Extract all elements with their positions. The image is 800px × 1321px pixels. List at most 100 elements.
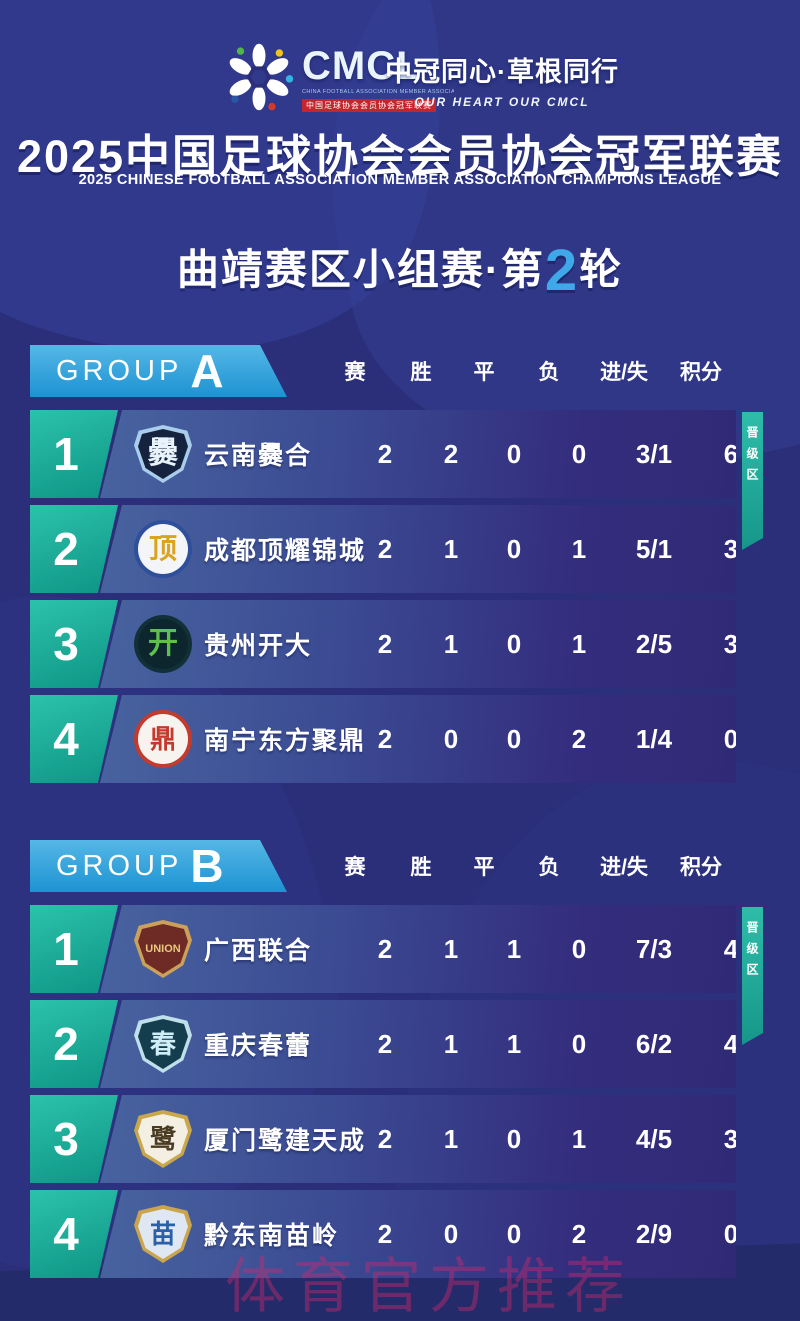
row-body: 开 贵州开大 2 1 0 1 2/5 3 bbox=[100, 600, 736, 688]
group-label: GROUP bbox=[56, 849, 183, 882]
page-title-en: 2025 CHINESE FOOTBALL ASSOCIATION MEMBER… bbox=[78, 172, 722, 188]
stat-won: 1 bbox=[443, 1123, 459, 1154]
stat-won: 0 bbox=[443, 1218, 459, 1249]
row-stats: 2 0 0 2 2/9 0 bbox=[350, 1190, 739, 1278]
row-stats: 2 1 1 0 7/3 4 bbox=[350, 905, 739, 993]
stat-goals: 6/2 bbox=[635, 1028, 673, 1059]
stat-played: 2 bbox=[377, 1218, 393, 1249]
stat-goals: 3/1 bbox=[635, 438, 673, 469]
table-row: 2 顶 成都顶耀锦城 2 1 0 1 5/1 3 bbox=[30, 505, 742, 593]
stat-won: 1 bbox=[443, 628, 459, 659]
rank-number: 2 bbox=[53, 1018, 79, 1070]
stat-points: 3 bbox=[723, 1123, 739, 1154]
table-row: 1 爨 云南爨合 2 2 0 0 3/1 6 bbox=[30, 410, 742, 498]
rank-number: 3 bbox=[53, 618, 79, 670]
stat-played: 2 bbox=[377, 933, 393, 964]
stat-goals: 1/4 bbox=[635, 723, 673, 754]
group-a-banner: GROUP A bbox=[30, 345, 287, 397]
table-row: 3 鹭 厦门鹭建天成 2 1 0 1 4/5 3 bbox=[30, 1095, 742, 1183]
group-b-section: GROUP B 赛 胜 平 负 进/失 积分 1 UNION 广西联合 2 1 … bbox=[0, 840, 800, 1300]
stat-goals: 2/5 bbox=[635, 628, 673, 659]
stat-won: 0 bbox=[443, 723, 459, 754]
row-stats: 2 2 0 0 3/1 6 bbox=[350, 410, 736, 498]
rank-number: 1 bbox=[53, 428, 79, 480]
team-crest-icon: 鼎 bbox=[134, 710, 192, 768]
stat-goals: 5/1 bbox=[635, 533, 673, 564]
team-crest-icon: 苗 bbox=[134, 1205, 192, 1263]
group-letter: B bbox=[190, 840, 224, 892]
stat-points: 0 bbox=[723, 1218, 739, 1249]
team-name: 成都顶耀锦城 bbox=[204, 537, 367, 565]
table-row: 4 鼎 南宁东方聚鼎 2 0 0 2 1/4 0 bbox=[30, 695, 742, 783]
rank-number: 4 bbox=[53, 1208, 79, 1260]
group-letter: A bbox=[190, 345, 224, 397]
watermark-text: 体育官方推荐 bbox=[225, 1254, 633, 1320]
team-name: 南宁东方聚鼎 bbox=[204, 727, 367, 755]
team-name: 广西联合 bbox=[204, 937, 313, 965]
row-body: 爨 云南爨合 2 2 0 0 3/1 6 bbox=[100, 410, 736, 498]
stat-drawn: 0 bbox=[506, 723, 522, 754]
col-goals: 进/失 bbox=[600, 856, 648, 879]
stat-played: 2 bbox=[377, 723, 393, 754]
stat-lost: 0 bbox=[571, 438, 587, 469]
stat-played: 2 bbox=[377, 438, 393, 469]
round-title: 曲靖赛区小组赛·第2轮 bbox=[0, 236, 800, 304]
table-row: 4 苗 黔东南苗岭 2 0 0 2 2/9 0 bbox=[30, 1190, 742, 1278]
row-stats: 2 1 0 1 4/5 3 bbox=[350, 1095, 739, 1183]
stat-drawn: 0 bbox=[506, 1218, 522, 1249]
col-played: 赛 bbox=[344, 856, 366, 879]
col-drawn: 平 bbox=[473, 856, 495, 879]
stat-played: 2 bbox=[377, 1028, 393, 1059]
rank-number: 4 bbox=[53, 713, 79, 765]
stat-goals: 4/5 bbox=[635, 1123, 673, 1154]
team-name: 黔东南苗岭 bbox=[204, 1222, 340, 1250]
team-crest-icon: 开 bbox=[134, 615, 192, 673]
rank-number: 1 bbox=[53, 923, 79, 975]
stats-column-headers: 赛 胜 平 负 进/失 积分 bbox=[320, 358, 736, 384]
stat-points: 4 bbox=[723, 1028, 739, 1059]
row-body: UNION 广西联合 2 1 1 0 7/3 4 bbox=[100, 905, 736, 993]
stat-played: 2 bbox=[377, 533, 393, 564]
col-points: 积分 bbox=[680, 856, 722, 879]
promotion-zone-label: 晋级区 bbox=[745, 426, 759, 489]
table-row: 3 开 贵州开大 2 1 0 1 2/5 3 bbox=[30, 600, 742, 688]
col-lost: 负 bbox=[538, 361, 560, 384]
stat-lost: 0 bbox=[571, 1028, 587, 1059]
stat-played: 2 bbox=[377, 1123, 393, 1154]
stat-won: 1 bbox=[443, 1028, 459, 1059]
cmcl-wordmark-block: CMCL CHINA FOOTBALL ASSOCIATION MEMBER A… bbox=[302, 46, 462, 113]
row-body: 苗 黔东南苗岭 2 0 0 2 2/9 0 bbox=[100, 1190, 736, 1278]
slogan-block: 中冠同心·草根同行 OUR HEART OUR CMCL bbox=[372, 50, 632, 109]
col-won: 胜 bbox=[410, 856, 432, 879]
rank-number: 3 bbox=[53, 1113, 79, 1165]
team-name: 厦门鹭建天成 bbox=[204, 1127, 367, 1155]
team-name: 云南爨合 bbox=[204, 442, 313, 470]
group-a-section: GROUP A 赛 胜 平 负 进/失 积分 1 爨 云南爨合 2 2 0 0 … bbox=[0, 345, 800, 805]
row-stats: 2 1 0 1 5/1 3 bbox=[350, 505, 736, 593]
round-prefix: 曲靖赛区小组赛·第 bbox=[176, 246, 545, 293]
cmcl-acronym: CMCL bbox=[302, 44, 422, 88]
cmcl-snowflake-icon bbox=[222, 40, 296, 114]
round-suffix: 轮 bbox=[579, 246, 624, 293]
team-crest-icon: 鹭 bbox=[134, 1110, 192, 1168]
stat-goals: 7/3 bbox=[635, 933, 673, 964]
col-drawn: 平 bbox=[473, 361, 495, 384]
table-row: 1 UNION 广西联合 2 1 1 0 7/3 4 bbox=[30, 905, 742, 993]
group-label: GROUP bbox=[56, 354, 183, 387]
promotion-zone-label: 晋级区 bbox=[745, 921, 759, 984]
row-body: 鹭 厦门鹭建天成 2 1 0 1 4/5 3 bbox=[100, 1095, 736, 1183]
team-name: 贵州开大 bbox=[204, 632, 313, 660]
round-number: 2 bbox=[544, 238, 580, 303]
stat-lost: 2 bbox=[571, 1218, 587, 1249]
stat-drawn: 1 bbox=[506, 933, 522, 964]
stat-points: 4 bbox=[723, 933, 739, 964]
stat-drawn: 0 bbox=[506, 438, 522, 469]
row-stats: 2 1 1 0 6/2 4 bbox=[350, 1000, 739, 1088]
slogan-cn: 中冠同心·草根同行 bbox=[385, 57, 619, 87]
rank-number: 2 bbox=[53, 523, 79, 575]
promotion-zone-ribbon: 晋级区 bbox=[742, 907, 763, 1045]
stat-goals: 2/9 bbox=[635, 1218, 673, 1249]
stat-lost: 2 bbox=[571, 723, 587, 754]
team-crest-icon: 爨 bbox=[134, 425, 192, 483]
